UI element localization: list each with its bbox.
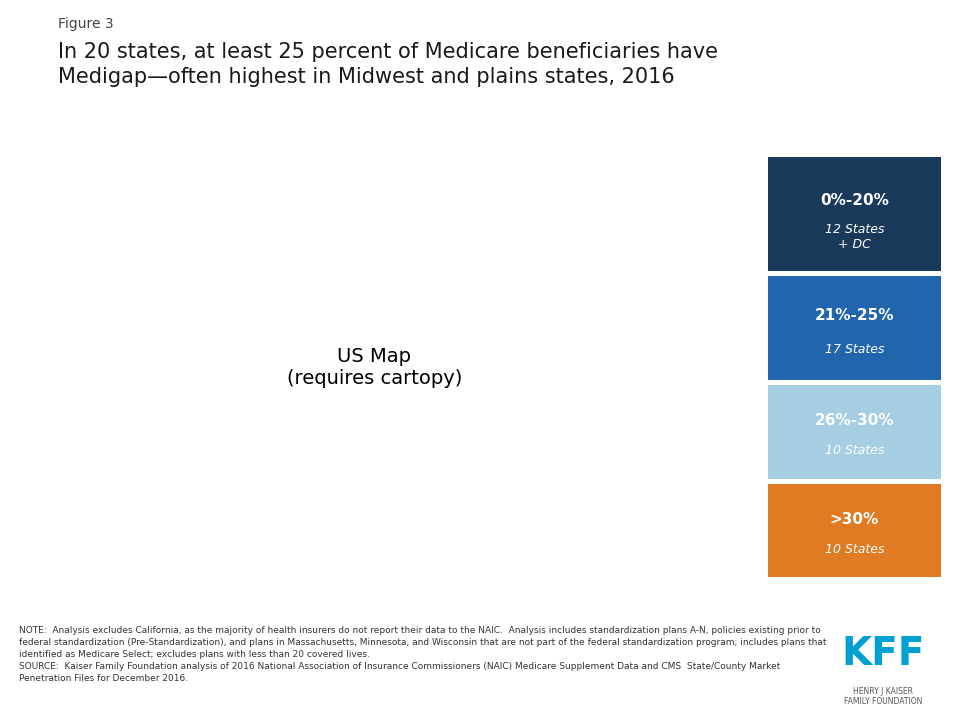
Text: 10 States: 10 States (825, 543, 884, 556)
FancyBboxPatch shape (768, 276, 941, 380)
Text: KFF: KFF (842, 636, 924, 673)
Text: 12 States
+ DC: 12 States + DC (825, 223, 884, 251)
Text: 0%-20%: 0%-20% (820, 193, 889, 208)
Text: >30%: >30% (829, 512, 879, 527)
Text: 17 States: 17 States (825, 343, 884, 356)
FancyBboxPatch shape (768, 385, 941, 479)
Text: 26%-30%: 26%-30% (815, 413, 894, 428)
Text: 10 States: 10 States (825, 444, 884, 457)
FancyBboxPatch shape (768, 484, 941, 577)
Text: US Map
(requires cartopy): US Map (requires cartopy) (287, 347, 462, 387)
FancyBboxPatch shape (768, 157, 941, 271)
Text: 21%-25%: 21%-25% (815, 308, 894, 323)
Text: In 20 states, at least 25 percent of Medicare beneficiaries have
Medigap—often h: In 20 states, at least 25 percent of Med… (58, 42, 718, 87)
Text: NOTE:  Analysis excludes California, as the majority of health insurers do not r: NOTE: Analysis excludes California, as t… (19, 626, 827, 683)
Text: Figure 3: Figure 3 (58, 17, 113, 31)
Text: HENRY J KAISER
FAMILY FOUNDATION: HENRY J KAISER FAMILY FOUNDATION (844, 687, 923, 706)
